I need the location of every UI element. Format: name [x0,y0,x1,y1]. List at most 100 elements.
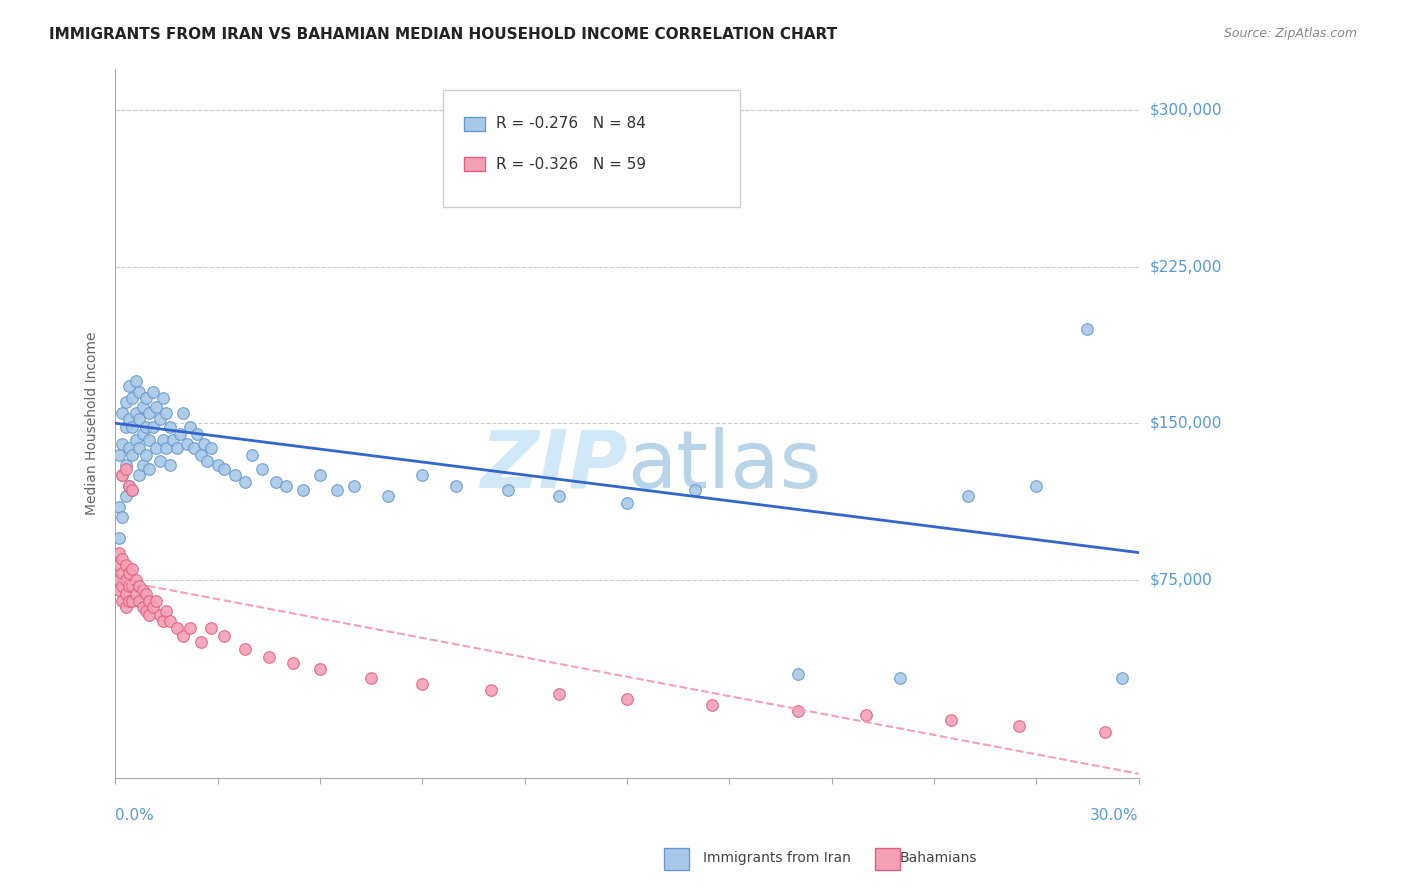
Point [200,442,222,456]
Point [142,420,165,434]
Point [111,579,134,593]
Point [1076,322,1098,336]
Text: $75,000: $75,000 [1150,572,1212,587]
Point [939,713,962,727]
Point [264,475,287,489]
Point [131,400,153,414]
Point [125,433,148,447]
Point [166,621,188,635]
Point [179,621,201,635]
Point [169,426,191,441]
Point [233,475,256,489]
Point [114,489,136,503]
Point [111,593,134,607]
Point [111,468,134,483]
Text: Source: ZipAtlas.com: Source: ZipAtlas.com [1223,27,1357,40]
Point [1111,671,1133,685]
Point [118,442,141,456]
Point [114,599,136,614]
Point [547,688,569,702]
Point [186,426,208,441]
Y-axis label: Median Household Income: Median Household Income [86,332,100,515]
Point [111,566,134,581]
Point [152,433,174,447]
Point [159,458,181,472]
Point [855,708,877,723]
Point [616,691,638,706]
Point [200,621,222,635]
Point [496,483,519,497]
Point [159,420,181,434]
Text: IMMIGRANTS FROM IRAN VS BAHAMIAN MEDIAN HOUSEHOLD INCOME CORRELATION CHART: IMMIGRANTS FROM IRAN VS BAHAMIAN MEDIAN … [49,27,838,42]
Point [142,599,165,614]
Point [131,583,153,598]
Point [107,583,129,598]
Point [111,406,134,420]
Point [179,420,201,434]
Point [138,406,160,420]
Point [114,458,136,472]
Point [149,454,172,468]
Point [326,483,349,497]
Text: R = -0.326   N = 59: R = -0.326 N = 59 [496,157,647,172]
Point [173,629,195,643]
Point [190,448,212,462]
Point [343,479,366,493]
Point [159,615,181,629]
Point [121,391,143,405]
FancyBboxPatch shape [464,117,485,131]
Point [131,599,153,614]
Point [224,468,246,483]
Point [411,468,433,483]
Point [360,671,382,685]
Point [138,593,160,607]
Point [114,558,136,573]
Point [240,448,263,462]
Point [616,495,638,509]
Text: Immigrants from Iran: Immigrants from Iran [703,851,851,865]
Point [107,573,129,587]
Point [118,479,141,493]
Point [173,406,195,420]
Point [135,587,157,601]
Point [274,479,297,493]
Point [250,462,273,476]
Point [281,656,304,670]
Point [138,608,160,623]
Text: atlas: atlas [627,426,821,505]
Point [957,489,980,503]
Point [128,579,150,593]
Text: $300,000: $300,000 [1150,103,1222,118]
Point [166,442,188,456]
Point [155,604,177,618]
Point [702,698,724,712]
Point [145,442,167,456]
Point [118,378,141,392]
Point [683,483,706,497]
Point [233,641,256,656]
Point [118,579,141,593]
Point [411,677,433,691]
Point [128,593,150,607]
Point [135,604,157,618]
Point [111,468,134,483]
Point [377,489,399,503]
Point [114,462,136,476]
Point [114,587,136,601]
Point [138,462,160,476]
Point [114,395,136,409]
Text: Bahamians: Bahamians [900,851,977,865]
Point [786,666,808,681]
Point [131,458,153,472]
Point [190,635,212,649]
FancyBboxPatch shape [443,90,740,207]
Point [111,437,134,451]
Point [1094,725,1116,739]
Point [107,545,129,559]
Point [107,500,129,514]
Point [214,629,236,643]
Point [183,442,205,456]
Point [118,593,141,607]
Point [121,579,143,593]
Point [111,510,134,524]
